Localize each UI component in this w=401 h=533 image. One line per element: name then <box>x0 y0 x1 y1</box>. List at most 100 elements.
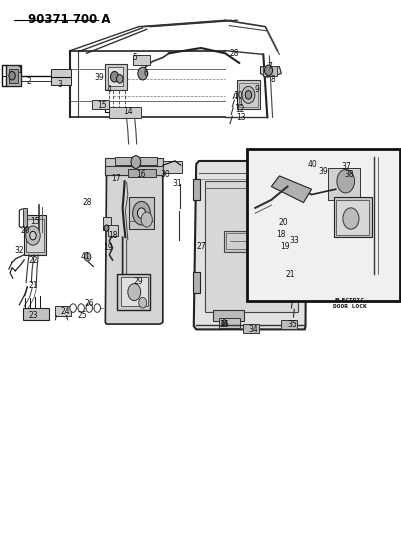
Bar <box>213 310 244 321</box>
Text: 36: 36 <box>219 320 229 328</box>
Text: 12: 12 <box>235 105 245 114</box>
Bar <box>108 107 140 118</box>
Bar <box>333 197 371 237</box>
Text: 24: 24 <box>60 308 70 316</box>
Bar <box>23 208 27 227</box>
Bar <box>9 69 18 83</box>
Bar <box>107 225 117 236</box>
Text: 39: 39 <box>318 167 328 176</box>
Text: 20: 20 <box>20 226 30 235</box>
Bar <box>55 306 71 316</box>
Text: 41: 41 <box>80 253 90 261</box>
Bar <box>107 67 123 86</box>
Text: 4: 4 <box>107 85 111 93</box>
Bar <box>24 215 46 255</box>
Text: 13: 13 <box>236 113 245 122</box>
Bar <box>51 69 71 85</box>
Bar <box>162 161 182 173</box>
Circle shape <box>138 67 147 80</box>
Text: 21: 21 <box>285 270 294 279</box>
Text: 28: 28 <box>229 49 238 58</box>
Circle shape <box>264 65 272 76</box>
Text: 20: 20 <box>278 219 288 227</box>
Polygon shape <box>105 165 162 324</box>
Text: 22: 22 <box>28 256 38 264</box>
Circle shape <box>221 320 226 326</box>
Bar <box>281 320 297 329</box>
Circle shape <box>137 208 145 219</box>
Text: 38: 38 <box>343 171 353 179</box>
Text: 2: 2 <box>26 77 31 85</box>
Text: 19: 19 <box>279 242 289 251</box>
Bar <box>249 152 397 298</box>
Text: 5: 5 <box>132 53 137 61</box>
Text: 39: 39 <box>95 73 104 82</box>
Bar <box>133 55 149 65</box>
Bar <box>192 179 200 200</box>
Text: 28: 28 <box>83 198 92 207</box>
Bar <box>225 233 266 249</box>
Circle shape <box>138 297 146 308</box>
Bar <box>219 318 239 328</box>
Bar <box>91 100 108 109</box>
Circle shape <box>141 212 152 227</box>
Circle shape <box>86 304 92 312</box>
Text: 21: 21 <box>28 281 38 289</box>
Text: 17: 17 <box>111 174 120 183</box>
Bar <box>293 222 303 243</box>
Circle shape <box>70 304 76 312</box>
Text: 9: 9 <box>253 85 258 94</box>
Text: 26: 26 <box>84 300 94 308</box>
Bar <box>102 217 110 230</box>
Polygon shape <box>6 65 21 86</box>
Bar <box>327 168 359 200</box>
Bar <box>205 181 298 312</box>
Bar <box>114 157 156 165</box>
Bar <box>288 199 294 221</box>
Text: 6: 6 <box>143 69 148 78</box>
Circle shape <box>342 208 358 229</box>
Circle shape <box>241 86 254 103</box>
Bar <box>277 223 288 235</box>
Text: 15: 15 <box>30 217 40 225</box>
Text: 14: 14 <box>123 107 132 116</box>
Polygon shape <box>319 163 367 205</box>
Circle shape <box>9 71 15 80</box>
Circle shape <box>110 71 118 82</box>
Bar <box>120 277 148 306</box>
Bar <box>336 200 368 235</box>
Circle shape <box>116 75 123 83</box>
Circle shape <box>336 169 354 193</box>
Text: 15: 15 <box>97 101 107 109</box>
Bar <box>247 149 399 301</box>
Text: 19: 19 <box>103 244 112 252</box>
Text: 37: 37 <box>341 162 350 171</box>
Text: 25: 25 <box>77 311 87 320</box>
Circle shape <box>26 226 40 245</box>
Text: 90371 700 A: 90371 700 A <box>28 13 110 26</box>
Circle shape <box>131 156 140 168</box>
Circle shape <box>132 201 150 225</box>
Circle shape <box>84 253 91 261</box>
Text: 34: 34 <box>248 325 257 334</box>
Text: 35: 35 <box>287 320 297 328</box>
Circle shape <box>128 284 140 301</box>
Text: 7: 7 <box>266 62 271 70</box>
Text: 11: 11 <box>234 98 243 107</box>
Text: 18: 18 <box>108 231 118 240</box>
Text: 33: 33 <box>289 237 298 245</box>
Text: 8: 8 <box>270 76 275 84</box>
Bar <box>237 80 260 109</box>
Bar <box>263 66 277 76</box>
Text: 1: 1 <box>17 67 22 75</box>
Circle shape <box>78 304 84 312</box>
Bar <box>105 158 162 175</box>
Bar <box>243 324 259 333</box>
Bar <box>239 83 258 107</box>
Polygon shape <box>271 176 311 203</box>
Bar <box>23 308 49 320</box>
Text: 16: 16 <box>136 171 146 179</box>
Circle shape <box>104 225 109 231</box>
Text: 40: 40 <box>307 160 317 168</box>
Text: 32: 32 <box>14 246 24 255</box>
